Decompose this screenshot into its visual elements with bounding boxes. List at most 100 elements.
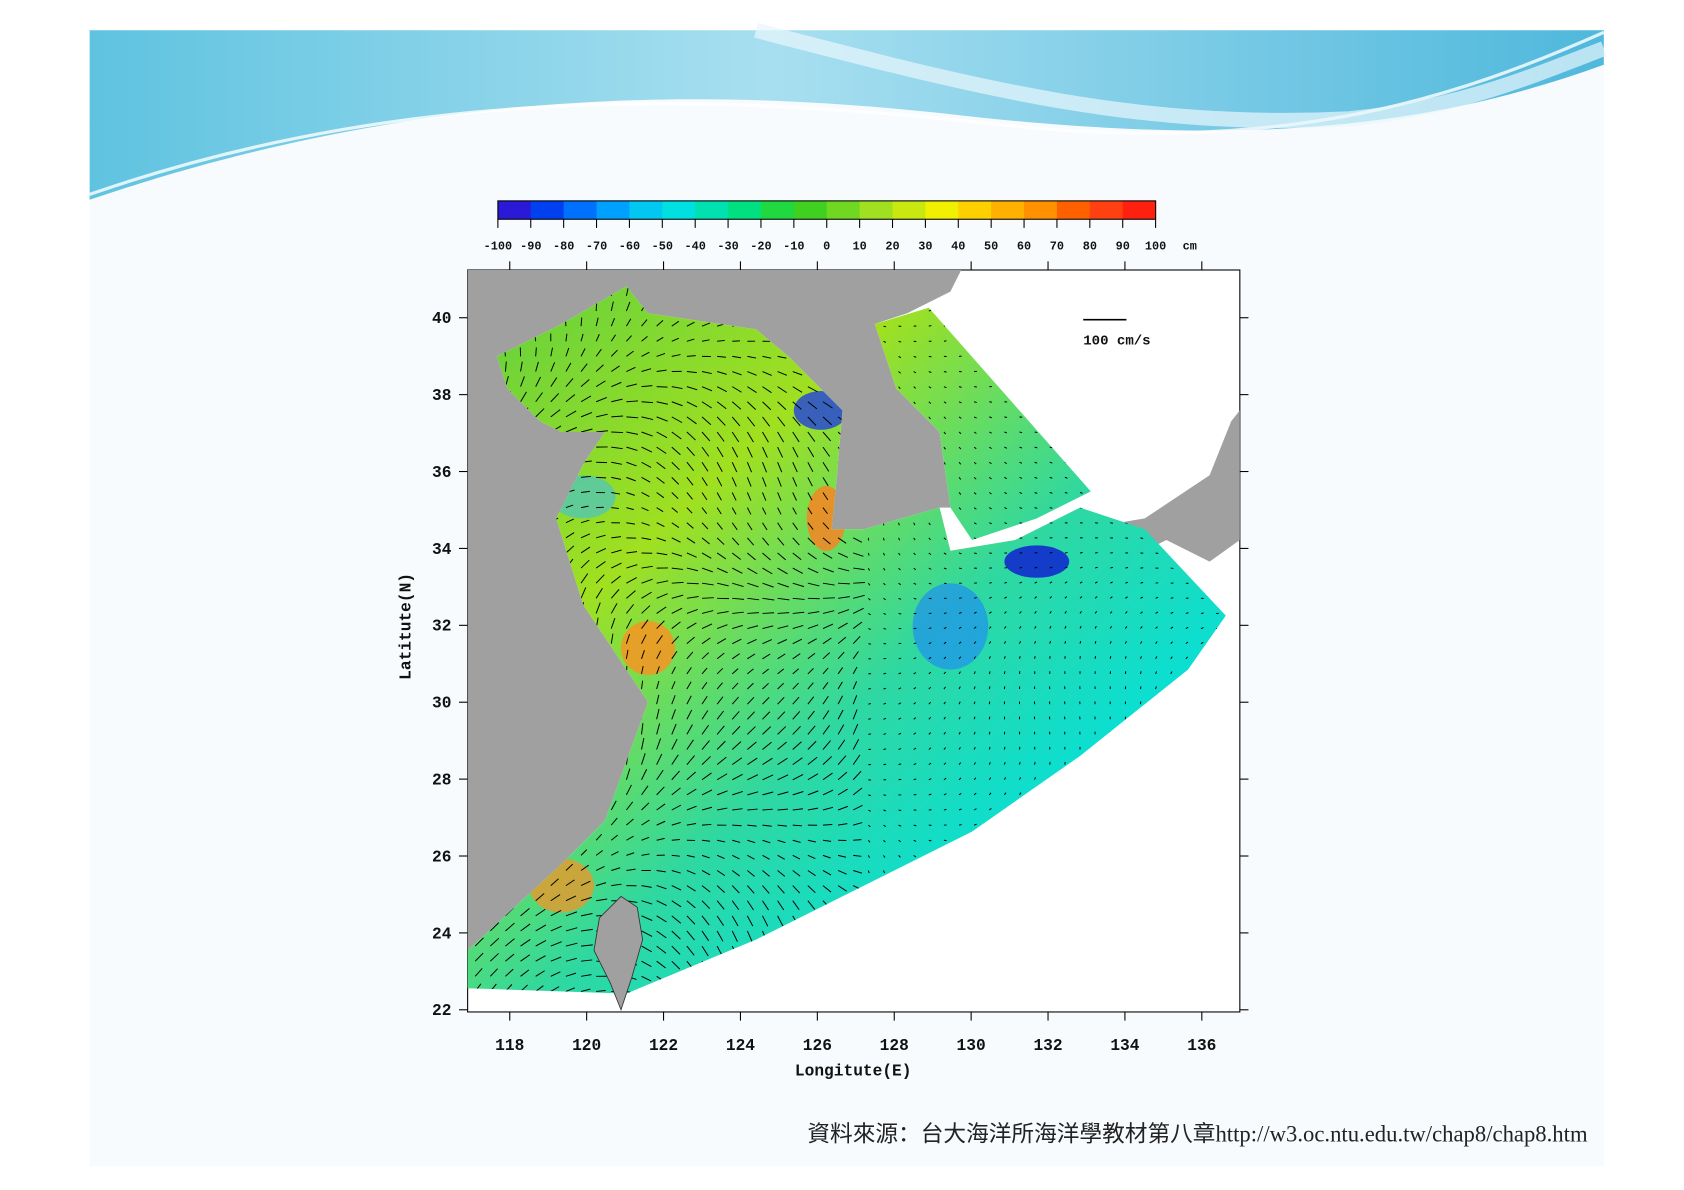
current-vector <box>1155 626 1158 629</box>
current-vector <box>1079 625 1082 629</box>
current-vector <box>1004 446 1008 449</box>
current-vector <box>1004 476 1007 480</box>
current-vector <box>611 492 621 495</box>
current-vector <box>747 597 760 601</box>
current-vector <box>822 401 833 409</box>
current-vector <box>1110 566 1113 569</box>
x-tick-label: 126 <box>803 1037 832 1055</box>
current-vector <box>626 446 638 451</box>
current-vector <box>762 711 771 720</box>
current-vector <box>565 879 575 887</box>
current-vector <box>943 552 947 555</box>
current-vector <box>973 611 977 614</box>
current-vector <box>656 352 666 357</box>
current-vector <box>777 711 786 720</box>
current-vector <box>656 786 665 796</box>
current-vector <box>777 386 787 394</box>
current-vector <box>958 671 961 675</box>
colorbar-segment <box>629 200 663 220</box>
current-vector <box>1124 626 1128 629</box>
current-vector <box>731 725 741 735</box>
current-vector <box>716 725 725 735</box>
current-vector <box>838 823 848 826</box>
current-vector <box>822 637 832 645</box>
current-vector <box>671 695 676 705</box>
colorbar-segment <box>826 200 861 220</box>
current-vector <box>807 696 815 705</box>
current-vector <box>580 317 583 327</box>
current-vector <box>792 839 801 843</box>
current-vector <box>716 492 722 501</box>
current-vector <box>762 522 768 531</box>
current-vector <box>625 784 632 796</box>
current-vector <box>580 475 591 478</box>
current-vector <box>943 671 947 675</box>
current-vector <box>550 377 558 387</box>
current-vector <box>565 972 577 977</box>
current-vector <box>1185 641 1189 645</box>
current-vector <box>792 597 805 600</box>
current-vector <box>958 792 962 796</box>
current-vector <box>626 577 637 584</box>
current-vector <box>641 900 653 905</box>
current-vector <box>596 990 606 992</box>
current-vector <box>1019 656 1021 659</box>
current-vector <box>746 915 754 927</box>
current-vector <box>807 773 819 781</box>
current-vector <box>580 928 593 932</box>
current-vector <box>807 386 818 393</box>
current-vector <box>928 701 931 705</box>
current-vector <box>852 607 864 614</box>
current-vector <box>565 394 576 403</box>
current-vector <box>580 880 591 887</box>
current-vector <box>1125 596 1128 599</box>
current-vector <box>747 696 755 705</box>
current-vector <box>777 371 788 376</box>
taiwan <box>593 895 644 1012</box>
current-vector <box>958 808 962 811</box>
current-vector <box>1094 596 1098 599</box>
current-vector <box>1079 610 1082 614</box>
current-vector <box>898 386 901 390</box>
current-vector <box>610 603 618 614</box>
current-vector <box>701 839 711 842</box>
colorbar-segment <box>793 200 828 220</box>
current-vector <box>762 870 770 877</box>
current-vector <box>913 386 917 389</box>
current-vector <box>641 385 653 388</box>
x-tick-label: 120 <box>572 1037 601 1055</box>
current-vector <box>807 446 815 458</box>
current-vector <box>1049 596 1053 599</box>
current-vector <box>580 974 592 977</box>
current-vector <box>822 522 830 530</box>
current-vector <box>1094 581 1098 584</box>
current-vector <box>1019 777 1021 780</box>
current-vector <box>656 320 664 327</box>
current-vector <box>656 680 660 690</box>
current-vector <box>656 723 661 735</box>
current-vector <box>792 638 803 645</box>
current-vector <box>973 492 977 495</box>
current-vector <box>716 477 723 487</box>
current-vector <box>852 754 861 765</box>
header-wave <box>89 30 1604 200</box>
current-vector <box>1019 566 1023 569</box>
current-vector <box>686 709 693 720</box>
current-vector <box>747 682 754 690</box>
current-vector <box>671 461 680 471</box>
current-vector <box>868 628 872 630</box>
colorbar-tick-label: 60 <box>1017 239 1031 253</box>
current-vector <box>1034 446 1038 449</box>
current-vector <box>762 885 770 894</box>
current-vector <box>565 927 578 932</box>
current-vector <box>777 582 789 588</box>
current-vector <box>1019 596 1022 599</box>
current-vector <box>656 666 660 675</box>
current-vector <box>762 597 775 601</box>
current-vector <box>732 638 742 645</box>
current-vector <box>777 885 785 894</box>
current-vector <box>928 732 932 735</box>
current-vector <box>822 597 835 599</box>
current-vector <box>973 686 976 690</box>
